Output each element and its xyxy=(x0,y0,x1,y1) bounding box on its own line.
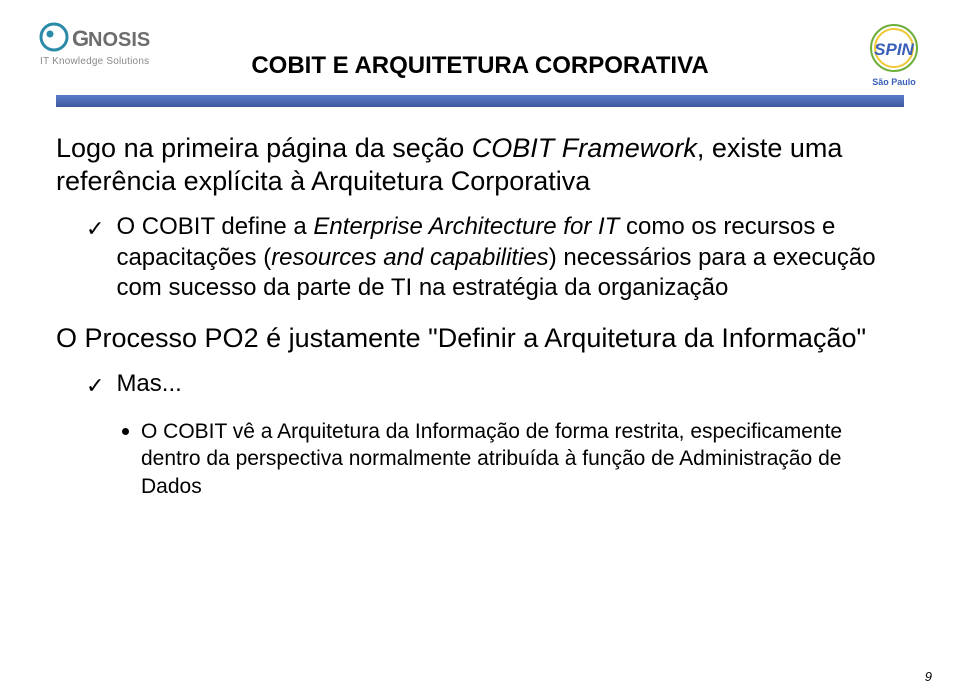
header-divider xyxy=(56,95,904,107)
bullet-2: ✓ Mas... xyxy=(86,369,904,400)
bullet-block-2: ✓ Mas... xyxy=(86,369,904,400)
page-number: 9 xyxy=(925,669,932,684)
paragraph-2: O Processo PO2 é justamente "Definir a A… xyxy=(56,322,904,355)
bullet-block-1: ✓ O COBIT define a Enterprise Architectu… xyxy=(86,212,904,304)
dot-icon xyxy=(122,428,129,435)
slide-content: Logo na primeira página da seção COBIT F… xyxy=(56,132,904,500)
check-icon: ✓ xyxy=(86,372,104,400)
bullet-2-text: Mas... xyxy=(116,369,904,400)
sub-bullet-block: O COBIT vê a Arquitetura da Informação d… xyxy=(122,418,904,500)
svg-text:G: G xyxy=(72,26,89,51)
slide-title: COBIT E ARQUITETURA CORPORATIVA xyxy=(0,52,960,80)
spin-logo: SPIN São Paulo xyxy=(866,24,922,87)
paragraph-1: Logo na primeira página da seção COBIT F… xyxy=(56,132,904,198)
bullet-1-text: O COBIT define a Enterprise Architecture… xyxy=(116,212,904,304)
p1-text-a: Logo na primeira página da seção xyxy=(56,133,472,163)
bullet-1: ✓ O COBIT define a Enterprise Architectu… xyxy=(86,212,904,304)
sub-bullet-1-text: O COBIT vê a Arquitetura da Informação d… xyxy=(141,418,904,500)
p1-italic: COBIT Framework xyxy=(472,133,697,163)
spin-location: São Paulo xyxy=(866,77,922,87)
sub-bullet-1: O COBIT vê a Arquitetura da Informação d… xyxy=(122,418,904,500)
svg-text:SPIN: SPIN xyxy=(874,40,914,59)
svg-text:NOSIS: NOSIS xyxy=(88,29,150,51)
check-icon: ✓ xyxy=(86,215,104,243)
header: G NOSIS IT Knowledge Solutions COBIT E A… xyxy=(0,22,960,92)
